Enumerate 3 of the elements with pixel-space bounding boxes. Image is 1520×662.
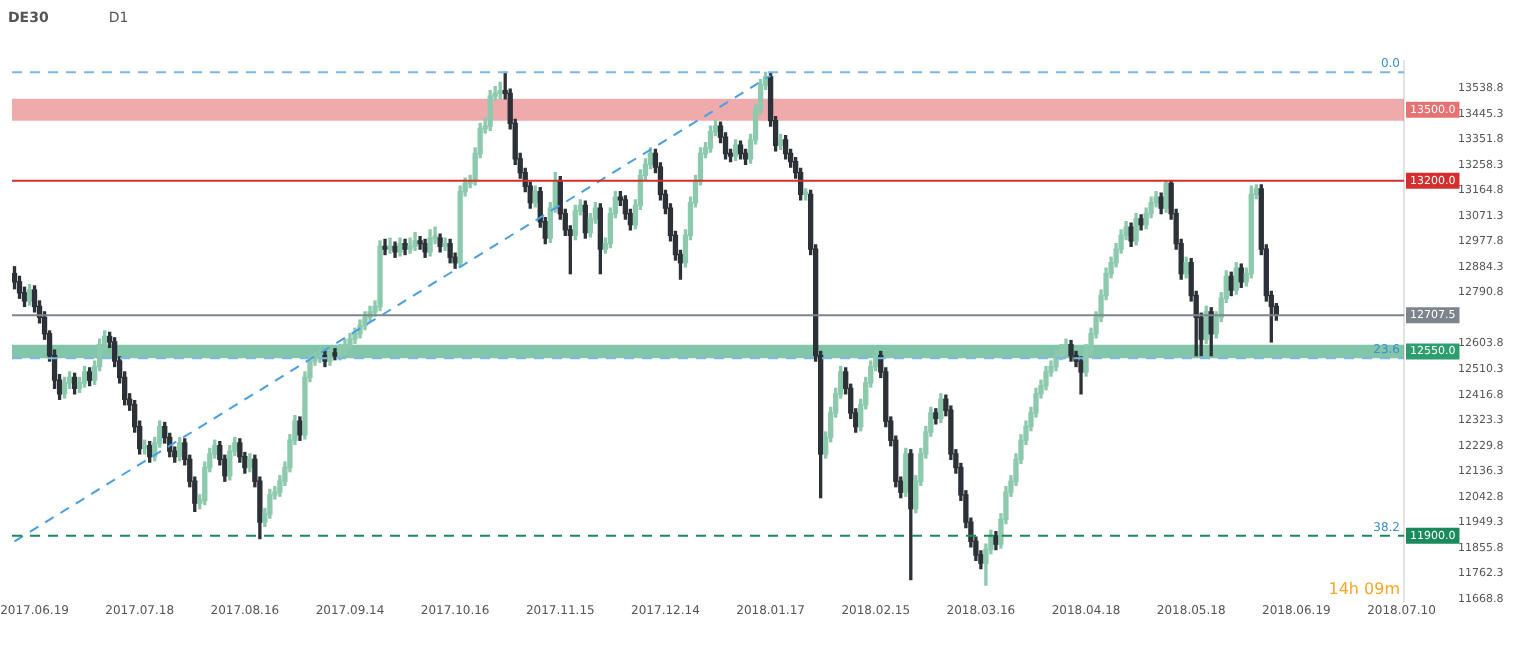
candlestick bbox=[387, 237, 393, 254]
annotation: 14h 09m bbox=[1328, 579, 1401, 598]
candlestick bbox=[407, 237, 413, 254]
